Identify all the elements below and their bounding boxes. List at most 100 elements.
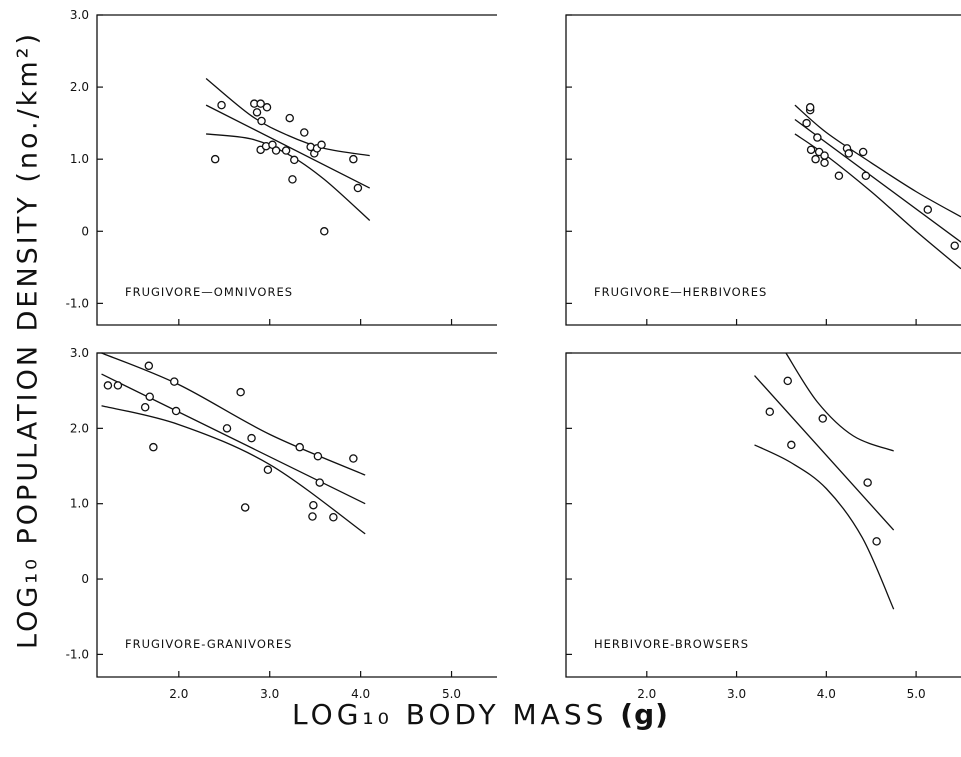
- panel-4: 2.0 3.0 4.0 5.0 HERBIVORE-BROWSERS: [565, 352, 961, 701]
- data-point: [210, 154, 220, 164]
- y-tick-label: 1.0: [70, 497, 89, 511]
- ci-upper-line: [785, 352, 894, 452]
- x-tick-label: 4.0: [351, 687, 370, 701]
- data-point: [353, 183, 363, 193]
- x-tick-label: 2.0: [637, 687, 656, 701]
- data-point: [222, 424, 232, 433]
- x-tick-label: 3.0: [727, 687, 746, 701]
- data-point: [144, 361, 154, 371]
- x-tick-label: 2.0: [169, 687, 188, 701]
- data-point: [317, 140, 326, 150]
- data-point: [217, 100, 226, 110]
- data-point: [256, 99, 265, 108]
- panel-2: FRUGIVORE—HERBIVORES: [565, 14, 961, 326]
- data-point: [309, 500, 318, 510]
- data-point: [149, 442, 158, 452]
- y-tick-label: 1.0: [70, 152, 89, 166]
- ci-lower-line: [101, 405, 366, 535]
- panel-frame: [96, 352, 497, 678]
- regression-line: [754, 375, 895, 531]
- data-point: [262, 103, 272, 112]
- panel-3: 3.0 2.0 1.0 0 -1.0 2.0 3.0 4.0 5.0 FRUGIVORE-GRAN…: [66, 346, 497, 701]
- data-point: [140, 403, 150, 412]
- data-point: [349, 454, 358, 463]
- regression-line: [205, 104, 371, 189]
- data-point: [787, 440, 796, 450]
- y-tick-label: 0: [81, 572, 89, 586]
- ci-upper-line: [205, 77, 370, 157]
- y-tick-label: 2.0: [70, 80, 89, 94]
- data-point: [806, 145, 816, 155]
- data-point: [281, 146, 291, 155]
- panel-label: FRUGIVORE-GRANIVORES: [125, 637, 292, 651]
- data-point: [240, 503, 250, 512]
- data-point: [872, 537, 881, 546]
- data-point: [247, 433, 256, 443]
- data-point: [329, 513, 338, 522]
- data-point: [170, 377, 179, 386]
- data-point: [285, 113, 294, 123]
- ci-lower-line: [794, 133, 961, 270]
- data-point: [818, 414, 828, 423]
- data-point: [308, 512, 317, 521]
- data-point: [271, 146, 281, 155]
- x-axis-unit: (g): [620, 698, 669, 731]
- panel-label: FRUGIVORE—OMNIVORES: [125, 285, 293, 299]
- data-point: [290, 155, 299, 165]
- x-tick-label: 5.0: [442, 687, 461, 701]
- data-point: [257, 116, 266, 126]
- y-tick-label: 3.0: [70, 8, 89, 22]
- panel-frame: [565, 352, 961, 678]
- data-point: [263, 465, 273, 475]
- data-point: [315, 478, 324, 487]
- y-tick-label: 2.0: [70, 421, 89, 435]
- data-point: [805, 103, 815, 112]
- data-point: [820, 158, 829, 168]
- x-tick-label: 4.0: [817, 687, 836, 701]
- data-point: [765, 407, 775, 417]
- x-tick-label: 5.0: [907, 687, 926, 701]
- panel-frame: [565, 14, 961, 326]
- data-point: [320, 227, 329, 236]
- data-point: [844, 149, 854, 158]
- y-tick-label: -1.0: [66, 296, 89, 310]
- ci-upper-line: [101, 352, 366, 476]
- y-tick-label: 3.0: [70, 346, 89, 360]
- data-point: [295, 442, 304, 452]
- data-point: [863, 478, 872, 487]
- data-point: [858, 147, 868, 157]
- y-tick-label: 0: [81, 224, 89, 238]
- x-tick-label: 3.0: [260, 687, 279, 701]
- y-tick-label: -1.0: [66, 647, 89, 661]
- data-point: [923, 205, 933, 214]
- data-point: [236, 387, 245, 397]
- data-point: [802, 118, 811, 128]
- data-point: [811, 154, 820, 164]
- panel-frame: [96, 14, 497, 326]
- data-point: [861, 171, 871, 181]
- data-point: [349, 154, 358, 164]
- data-point: [252, 108, 262, 117]
- data-point: [288, 175, 297, 184]
- ci-lower-line: [754, 444, 895, 610]
- data-point: [113, 381, 123, 390]
- data-point: [103, 381, 113, 390]
- panel-label: HERBIVORE-BROWSERS: [594, 637, 749, 651]
- x-axis-title-text: LOG₁₀ BODY MASS: [292, 698, 608, 731]
- data-point: [300, 128, 309, 137]
- data-point: [313, 451, 323, 461]
- regression-line: [794, 119, 961, 243]
- data-point: [783, 376, 792, 386]
- panel-1: 3.0 2.0 1.0 0 -1.0 FRUGIVORE—OMNIVORES: [66, 8, 497, 326]
- data-point: [820, 151, 829, 160]
- regression-line: [101, 373, 366, 505]
- x-axis-title: LOG₁₀ BODY MASS (g): [0, 698, 961, 731]
- ci-upper-line: [794, 104, 961, 218]
- data-point: [834, 171, 844, 181]
- data-point: [813, 133, 822, 142]
- data-point: [145, 392, 154, 401]
- data-point: [171, 406, 181, 416]
- panel-label: FRUGIVORE—HERBIVORES: [594, 285, 767, 299]
- data-point: [950, 241, 959, 250]
